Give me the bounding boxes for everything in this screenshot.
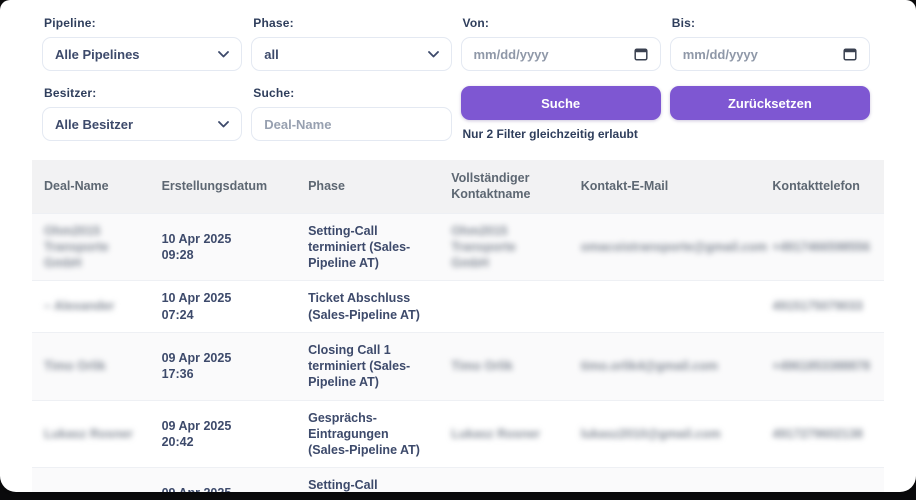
filter-hint-text: Nur 2 Filter gleichzeitig erlaubt [462,127,638,141]
chevron-down-icon [427,50,439,57]
phase-select[interactable]: all [251,37,452,71]
bis-date-input[interactable]: mm/dd/yyyy [669,37,870,71]
calendar-icon [634,48,648,61]
pipeline-label: Pipeline: [44,16,96,30]
email-cell [568,280,761,333]
pipeline-select-value: Alle Pipelines [55,46,140,62]
deal-name-cell: Michael [32,467,150,492]
phase-cell: Ticket Abschluss (Sales-Pipeline AT) [296,280,440,333]
created-cell: 10 Apr 2025 09:28 [149,212,297,281]
suche-label: Suche: [253,86,295,100]
redacted-text: lukasz2010@gmail.com [580,426,721,441]
redacted-text: timo.orlik4@gmail.com [580,359,718,373]
email-cell: lukasz2010@gmail.com [568,399,761,468]
redacted-text: +4961853388878 [772,359,871,373]
chevron-down-icon [218,120,230,127]
deal-name-cell: Ohm2015 Transporte GmbH [32,212,150,281]
deals-table-container: Deal-Name Erstellungsdatum Phase Vollstä… [32,160,884,492]
phase-cell: Gesprächs-Eintragungen (Sales-Pipeline A… [296,399,440,468]
redacted-text: omacoistransporte@gmail.com [580,239,768,254]
filter-row-2: Besitzer: Alle Besitzer Suche: Suche Nur… [42,86,870,141]
col-header-phase: Phase [296,160,440,213]
created-cell: 09 Apr 2025 20:42 [149,399,297,468]
phase-cell: Closing Call 1 terminiert (Sales-Pipelin… [296,331,440,400]
email-cell: michael_lebuser9@freenet.de [568,467,761,492]
redacted-text: 4915175079033 [772,299,863,314]
contact-cell: Lukasz Rosner [439,399,569,468]
contact-cell: Michael [439,467,569,492]
besitzer-label: Besitzer: [44,86,97,100]
table-row[interactable]: Michael 09 Apr 202516:01 Setting-Call te… [32,467,884,492]
bis-date-placeholder: mm/dd/yyyy [682,46,758,62]
col-header-deal-name: Deal-Name [32,160,150,213]
redacted-text: Timo Orlik [44,359,106,373]
created-cell: 10 Apr 2025 07:24 [149,280,297,333]
redacted-text: +4917466598556 [772,239,871,254]
von-label: Von: [462,16,490,30]
filter-panel: Pipeline: Alle Pipelines Phase: all Von:… [0,0,916,141]
phone-cell: +4917466598556 [760,212,884,281]
chevron-down-icon [218,50,230,57]
search-input[interactable] [251,107,452,141]
besitzer-select-value: Alle Besitzer [55,116,134,132]
table-row[interactable]: Ohm2015 Transporte GmbH 10 Apr 2025 09:28… [32,212,884,281]
filter-row-1: Pipeline: Alle Pipelines Phase: all Von:… [42,16,870,71]
besitzer-select[interactable]: Alle Besitzer [42,107,243,141]
phone-cell: 4917279602138 [760,399,884,468]
redacted-text: Lukasz Rosner [451,426,541,441]
table-row[interactable]: Lukasz Rosner 09 Apr 2025 20:42 Gesprächs… [32,399,884,468]
contact-cell: Ohm2015 Transporte GmbH [439,212,569,281]
phase-select-value: all [264,46,279,62]
contact-cell: Timo Orlik [439,331,569,400]
redacted-text: Lukasz Rosner [44,426,133,441]
redacted-text: – Alexander [44,299,115,314]
email-cell: timo.orlik4@gmail.com [568,331,761,400]
calendar-icon [843,48,857,61]
deal-name-cell: – Alexander [32,280,150,333]
col-header-contact: Vollständiger Kontaktname [439,160,569,213]
von-date-input[interactable]: mm/dd/yyyy [460,37,661,71]
redacted-text: Ohm2015 Transporte GmbH [44,223,109,271]
von-date-placeholder: mm/dd/yyyy [473,46,549,62]
search-button[interactable]: Suche [460,86,661,120]
col-header-email: Kontakt-E-Mail [568,160,761,213]
col-header-phone: Kontakttelefon [760,160,884,213]
table-header-row: Deal-Name Erstellungsdatum Phase Vollstä… [32,160,884,213]
phase-cell: Setting-Call terminiert (Sales-Pipeline … [296,467,440,492]
deal-name-cell: Lukasz Rosner [32,399,150,468]
pipeline-select[interactable]: Alle Pipelines [42,37,243,71]
contact-cell [439,280,569,333]
reset-button[interactable]: Zurücksetzen [669,86,870,120]
phone-cell: +4917332309885 [760,467,884,492]
created-cell: 09 Apr 2025 17:36 [149,331,297,400]
phase-cell: Setting-Call terminiert (Sales-Pipeline … [296,212,440,281]
email-cell: omacoistransporte@gmail.com [568,212,767,281]
bis-label: Bis: [671,16,696,30]
deals-table: Deal-Name Erstellungsdatum Phase Vollstä… [32,160,884,492]
redacted-text: Ohm2015 Transporte GmbH [451,223,516,271]
phase-label: Phase: [253,16,294,30]
phone-cell: +4961853388878 [760,331,884,400]
table-row[interactable]: Timo Orlik 09 Apr 2025 17:36 Closing Call… [32,331,884,400]
col-header-created: Erstellungsdatum [149,160,297,213]
table-row[interactable]: – Alexander 10 Apr 2025 07:24 Ticket Absc… [32,280,884,333]
created-cell: 09 Apr 202516:01 [149,467,297,492]
phone-cell: 4915175079033 [760,280,884,333]
deal-name-cell: Timo Orlik [32,331,150,400]
redacted-text: 4917279602138 [772,426,863,441]
redacted-text: Timo Orlik [451,359,513,373]
